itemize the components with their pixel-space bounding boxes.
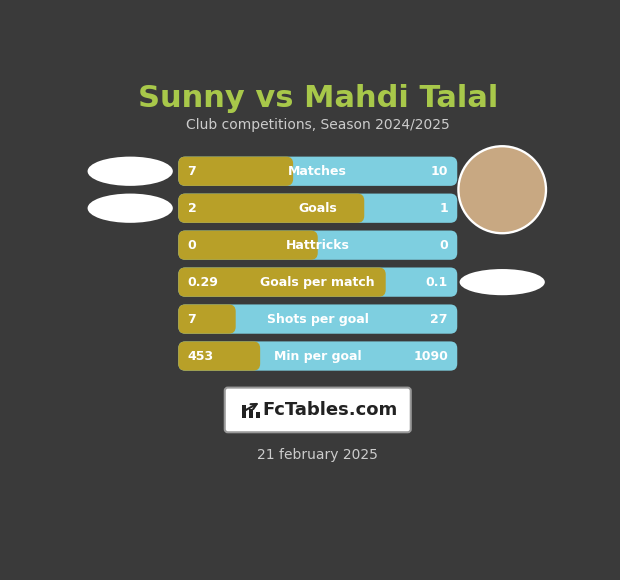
- FancyBboxPatch shape: [179, 342, 260, 371]
- FancyBboxPatch shape: [179, 194, 365, 223]
- Text: 10: 10: [430, 165, 448, 177]
- Text: Shots per goal: Shots per goal: [267, 313, 369, 325]
- Text: FcTables.com: FcTables.com: [262, 401, 397, 419]
- FancyBboxPatch shape: [179, 342, 458, 371]
- Text: 2: 2: [187, 202, 197, 215]
- Text: Hattricks: Hattricks: [286, 238, 350, 252]
- Text: 7: 7: [187, 165, 197, 177]
- FancyBboxPatch shape: [179, 304, 458, 333]
- Text: 0: 0: [187, 238, 197, 252]
- Text: 1090: 1090: [413, 350, 448, 362]
- FancyBboxPatch shape: [179, 157, 458, 186]
- FancyBboxPatch shape: [179, 267, 386, 297]
- FancyBboxPatch shape: [224, 387, 410, 432]
- FancyBboxPatch shape: [242, 405, 247, 418]
- FancyBboxPatch shape: [179, 194, 458, 223]
- FancyBboxPatch shape: [179, 230, 317, 260]
- Text: Matches: Matches: [288, 165, 347, 177]
- Text: 21 february 2025: 21 february 2025: [257, 448, 378, 462]
- FancyBboxPatch shape: [249, 409, 254, 418]
- Ellipse shape: [87, 157, 173, 186]
- Circle shape: [459, 147, 545, 232]
- Text: Club competitions, Season 2024/2025: Club competitions, Season 2024/2025: [186, 118, 450, 132]
- FancyBboxPatch shape: [179, 267, 458, 297]
- Ellipse shape: [459, 269, 545, 295]
- FancyBboxPatch shape: [179, 157, 293, 186]
- Text: Sunny vs Mahdi Talal: Sunny vs Mahdi Talal: [138, 84, 498, 113]
- FancyBboxPatch shape: [179, 230, 458, 260]
- Text: Min per goal: Min per goal: [274, 350, 361, 362]
- Text: 7: 7: [187, 313, 197, 325]
- Text: 0: 0: [439, 238, 448, 252]
- Text: 0.1: 0.1: [426, 276, 448, 289]
- Text: 453: 453: [187, 350, 214, 362]
- FancyBboxPatch shape: [179, 304, 236, 333]
- Ellipse shape: [87, 194, 173, 223]
- Text: 0.29: 0.29: [187, 276, 218, 289]
- Circle shape: [458, 145, 547, 234]
- Text: 1: 1: [439, 202, 448, 215]
- FancyBboxPatch shape: [255, 412, 260, 418]
- Text: Goals per match: Goals per match: [260, 276, 375, 289]
- Text: Goals: Goals: [298, 202, 337, 215]
- Text: 27: 27: [430, 313, 448, 325]
